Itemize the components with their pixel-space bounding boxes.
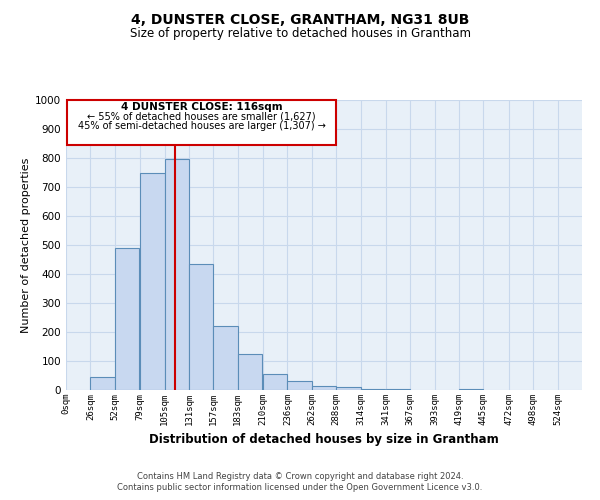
Text: Contains HM Land Registry data © Crown copyright and database right 2024.: Contains HM Land Registry data © Crown c… bbox=[137, 472, 463, 481]
Text: Contains public sector information licensed under the Open Government Licence v3: Contains public sector information licen… bbox=[118, 484, 482, 492]
X-axis label: Distribution of detached houses by size in Grantham: Distribution of detached houses by size … bbox=[149, 434, 499, 446]
Bar bbox=[361, 388, 385, 390]
Bar bbox=[189, 264, 213, 390]
Bar bbox=[213, 326, 238, 390]
Text: 4, DUNSTER CLOSE, GRANTHAM, NG31 8UB: 4, DUNSTER CLOSE, GRANTHAM, NG31 8UB bbox=[131, 12, 469, 26]
Bar bbox=[115, 248, 139, 390]
Text: 45% of semi-detached houses are larger (1,307) →: 45% of semi-detached houses are larger (… bbox=[77, 121, 326, 131]
Bar bbox=[67, 100, 336, 145]
Bar bbox=[238, 354, 262, 390]
Bar bbox=[263, 374, 287, 390]
Text: 4 DUNSTER CLOSE: 116sqm: 4 DUNSTER CLOSE: 116sqm bbox=[121, 102, 283, 113]
Text: ← 55% of detached houses are smaller (1,627): ← 55% of detached houses are smaller (1,… bbox=[87, 112, 316, 122]
Bar bbox=[287, 382, 312, 390]
Text: Size of property relative to detached houses in Grantham: Size of property relative to detached ho… bbox=[130, 28, 470, 40]
Bar bbox=[140, 172, 164, 390]
Bar bbox=[164, 160, 189, 390]
Bar bbox=[312, 386, 336, 390]
Bar bbox=[386, 388, 410, 390]
Bar bbox=[459, 388, 484, 390]
Bar bbox=[91, 377, 115, 390]
Bar bbox=[336, 387, 361, 390]
Y-axis label: Number of detached properties: Number of detached properties bbox=[21, 158, 31, 332]
